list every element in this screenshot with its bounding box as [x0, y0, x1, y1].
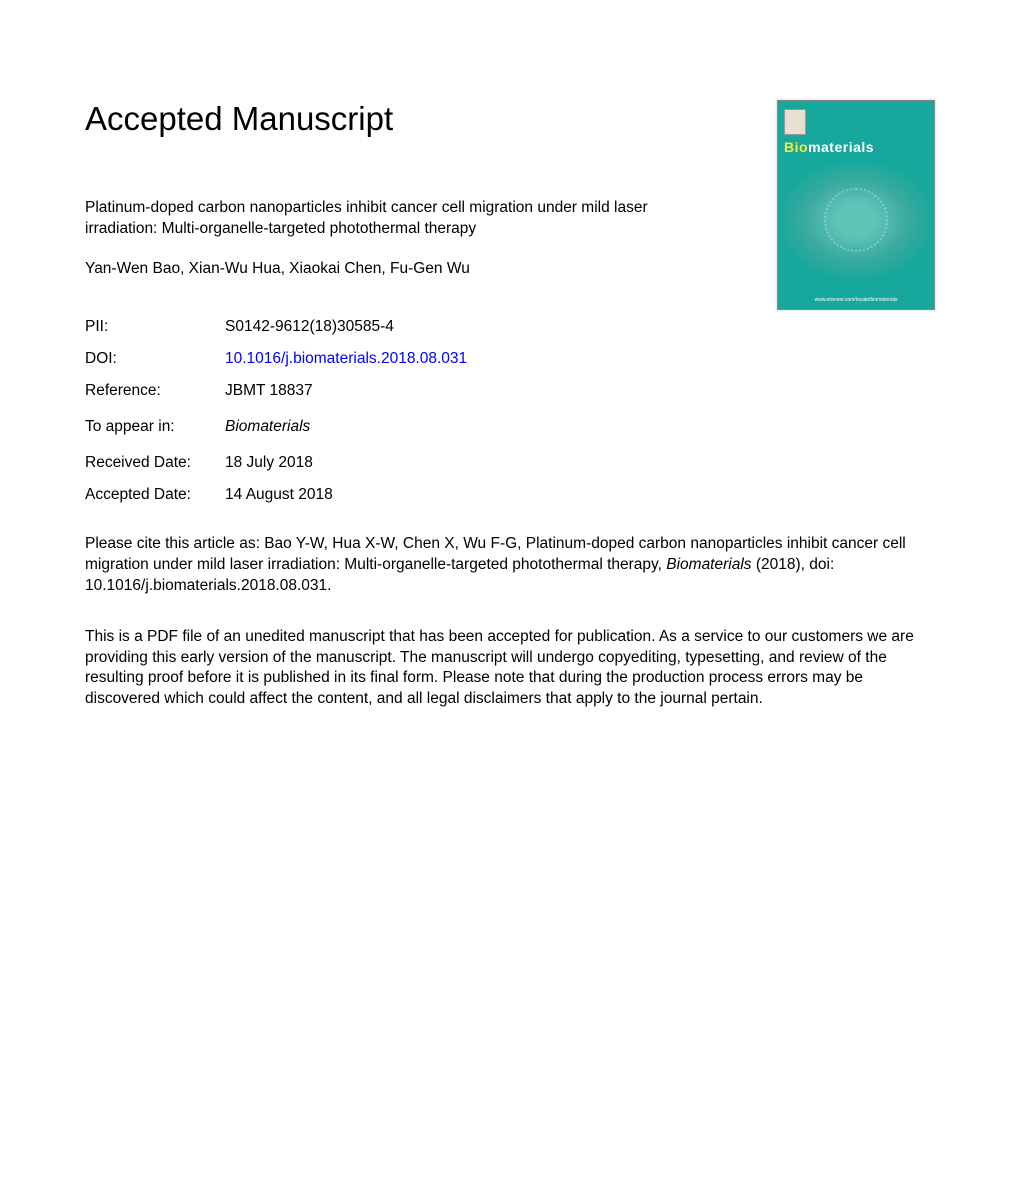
citation-text: Please cite this article as: Bao Y-W, Hu…	[85, 534, 935, 597]
reference-label: Reference:	[85, 382, 225, 400]
received-label: Received Date:	[85, 454, 225, 472]
meta-row-reference: Reference: JBMT 18837	[85, 382, 935, 400]
journal-cover-image	[784, 165, 928, 275]
elsevier-logo	[784, 109, 806, 135]
received-value: 18 July 2018	[225, 454, 313, 472]
citation-journal: Biomaterials	[666, 556, 751, 573]
accepted-label: Accepted Date:	[85, 486, 225, 504]
meta-row-accepted: Accepted Date: 14 August 2018	[85, 486, 935, 504]
doi-label: DOI:	[85, 350, 225, 368]
cover-title-bio: Bio	[784, 139, 808, 155]
doi-link[interactable]: 10.1016/j.biomaterials.2018.08.031	[225, 350, 467, 368]
journal-cover-title: Biomaterials	[784, 139, 928, 155]
article-title: Platinum-doped carbon nanoparticles inhi…	[85, 198, 705, 240]
disclaimer-text: This is a PDF file of an unedited manusc…	[85, 627, 935, 711]
journal-cover: Biomaterials www.elsevier.com/locate/bio…	[777, 100, 935, 310]
pii-label: PII:	[85, 318, 225, 336]
meta-row-pii: PII: S0142-9612(18)30585-4	[85, 318, 935, 336]
journal-cover-footer: www.elsevier.com/locate/biomaterials	[778, 297, 934, 303]
article-metadata: PII: S0142-9612(18)30585-4 DOI: 10.1016/…	[85, 318, 935, 504]
pii-value: S0142-9612(18)30585-4	[225, 318, 394, 336]
reference-value: JBMT 18837	[225, 382, 313, 400]
meta-row-appear: To appear in: Biomaterials	[85, 418, 935, 436]
appear-value: Biomaterials	[225, 418, 310, 436]
meta-row-doi: DOI: 10.1016/j.biomaterials.2018.08.031	[85, 350, 935, 368]
accepted-value: 14 August 2018	[225, 486, 333, 504]
cover-title-materials: materials	[808, 139, 874, 155]
meta-row-received: Received Date: 18 July 2018	[85, 454, 935, 472]
appear-label: To appear in:	[85, 418, 225, 436]
